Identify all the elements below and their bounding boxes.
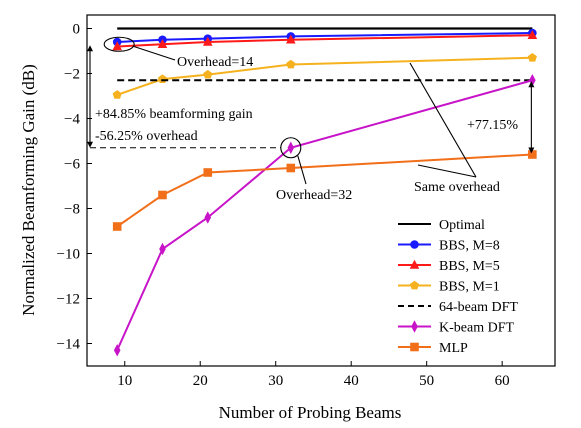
- data-point: [112, 90, 122, 99]
- y-tick-label: 0: [73, 22, 81, 38]
- y-tick-label: −2: [64, 67, 80, 83]
- axes: Number of Probing Beams Normalized Beamf…: [19, 14, 556, 422]
- data-point: [286, 163, 296, 173]
- y-tick-label: −12: [57, 292, 80, 308]
- plot-frame: [86, 14, 556, 367]
- highlight-ellipse-overhead-14: [103, 36, 135, 52]
- data-point: [159, 242, 166, 256]
- data-point: [286, 59, 296, 69]
- arrow-head: [87, 141, 93, 148]
- data-point: [203, 168, 213, 177]
- data-point: [527, 29, 538, 40]
- data-point: [113, 343, 121, 357]
- pointer-line-overhead-32: [297, 155, 307, 185]
- plot-area: [112, 27, 538, 357]
- data-point: [286, 34, 296, 44]
- legend-entry-64-beam-dft: 64-beam DFT: [398, 300, 518, 315]
- y-axis-title: Normalized Beamforming Gain (dB): [19, 64, 38, 316]
- data-point: [112, 41, 122, 51]
- pointer-line-same-overhead: [417, 164, 477, 178]
- annotation-improvement: +77.15%: [467, 118, 518, 133]
- legend-swatch-marker: [410, 342, 419, 352]
- series-k-beam-dft: [113, 73, 536, 357]
- arrow-head: [528, 147, 535, 154]
- data-point: [287, 141, 295, 155]
- legend-entry-bbs-m-5: BBS, M=5: [398, 259, 500, 274]
- data-point: [203, 69, 213, 79]
- y-tick-label: −4: [64, 112, 80, 128]
- annotation-same-overhead: Same overhead: [414, 180, 500, 195]
- pointer-line-same-overhead: [409, 62, 477, 178]
- legend-label: Optimal: [439, 218, 485, 233]
- x-tick-label: 50: [419, 373, 434, 389]
- pointer-line-overhead-14: [133, 45, 176, 61]
- data-point: [112, 222, 122, 231]
- annotation-overhead-reduction: -56.25% overhead: [95, 129, 198, 144]
- legend-label: BBS, M=1: [439, 280, 500, 295]
- data-point: [157, 38, 168, 49]
- series-mlp: [112, 150, 537, 231]
- legend-swatch-marker: [410, 240, 419, 249]
- legend-swatch-marker: [411, 320, 418, 333]
- annotation-overhead-14: Overhead=14: [177, 55, 253, 70]
- legend-label: K-beam DFT: [439, 321, 514, 336]
- data-point: [158, 190, 167, 200]
- series-bbs-m-1: [112, 52, 537, 99]
- y-tick-label: −6: [64, 157, 80, 173]
- legend-entry-optimal: Optimal: [398, 218, 485, 233]
- x-tick-label: 60: [495, 373, 510, 389]
- legend-label: BBS, M=8: [439, 239, 500, 254]
- legend-entry-bbs-m-1: BBS, M=1: [398, 280, 500, 295]
- legend-swatch-marker: [409, 259, 420, 269]
- legend-entry-bbs-m-8: BBS, M=8: [398, 239, 500, 254]
- data-point: [528, 150, 537, 159]
- legend-label: MLP: [439, 341, 468, 356]
- legend-swatch-marker: [409, 280, 420, 290]
- x-tick-label: 40: [344, 373, 359, 389]
- x-tick-label: 20: [193, 373, 208, 389]
- y-tick-label: −14: [57, 337, 81, 353]
- legend-label: BBS, M=5: [439, 259, 500, 274]
- arrow-head: [87, 45, 93, 52]
- data-point: [202, 36, 213, 46]
- series-bbs-m-5: [112, 29, 538, 51]
- y-tick-label: −10: [57, 247, 80, 263]
- arrow-head: [528, 81, 535, 88]
- data-point: [204, 211, 212, 224]
- legend: Optimal BBS, M=8 BBS, M=5 BBS, M=1 64-beam D…: [392, 212, 550, 360]
- x-axis-title: Number of Probing Beams: [219, 403, 402, 422]
- annotations: Overhead=14 +84.85% beamforming gain -56…: [87, 36, 535, 203]
- x-tick-label: 10: [117, 373, 132, 389]
- data-point: [527, 52, 537, 62]
- y-tick-label: −8: [64, 202, 80, 218]
- annotation-overhead-32: Overhead=32: [276, 188, 352, 203]
- x-tick-label: 30: [268, 373, 283, 389]
- annotation-beamforming-gain: +84.85% beamforming gain: [95, 107, 253, 122]
- legend-entry-mlp: MLP: [398, 341, 468, 356]
- legend-label: 64-beam DFT: [439, 300, 518, 315]
- legend-entry-k-beam-dft: K-beam DFT: [398, 320, 514, 336]
